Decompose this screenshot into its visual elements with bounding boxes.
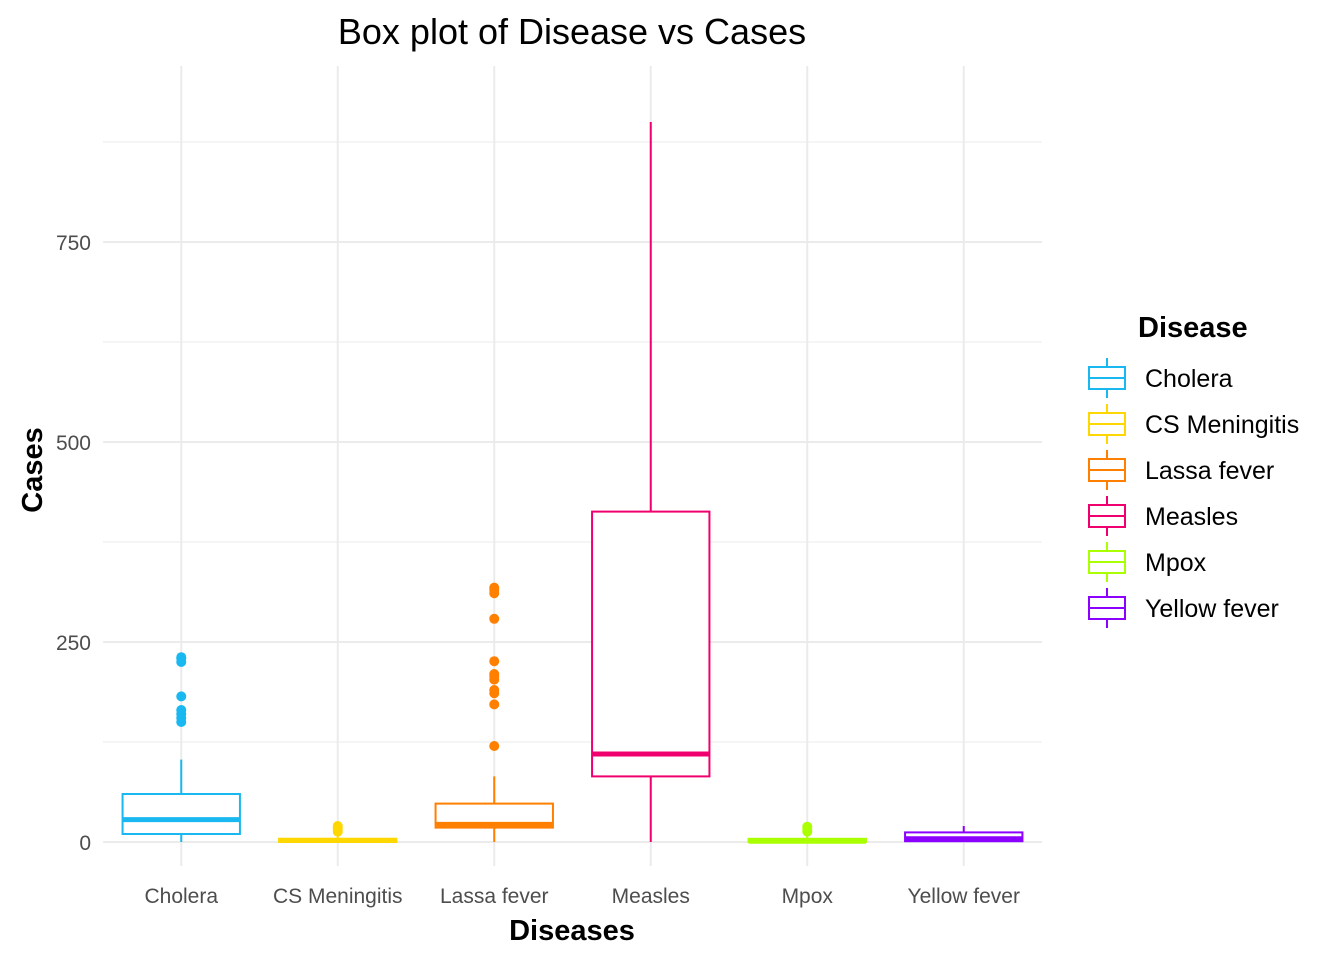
legend-item: CS Meningitis bbox=[1088, 404, 1299, 444]
legend: Cholera CS Meningitis Lassa fever Measles Mp… bbox=[1088, 358, 1299, 628]
legend-label: Measles bbox=[1145, 503, 1238, 531]
box-yellow-fever bbox=[904, 826, 1024, 843]
box-lassa-fever bbox=[434, 582, 554, 842]
chart-title: Box plot of Disease vs Cases bbox=[338, 11, 806, 52]
outlier-point bbox=[332, 821, 343, 831]
x-tick-label: Yellow fever bbox=[908, 885, 1020, 908]
outlier-point bbox=[489, 613, 500, 624]
outlier-point bbox=[802, 821, 813, 832]
outlier-point bbox=[176, 652, 187, 663]
outlier-point bbox=[489, 685, 500, 695]
box-layer bbox=[121, 122, 1024, 844]
legend-item: Mpox bbox=[1088, 542, 1207, 582]
outlier-point bbox=[489, 582, 500, 593]
grid-layer bbox=[103, 66, 1042, 866]
outlier-point bbox=[176, 691, 187, 702]
legend-item: Measles bbox=[1088, 496, 1238, 536]
box-cs-meningitis bbox=[278, 821, 398, 843]
outlier-point bbox=[489, 656, 500, 667]
x-tick-label: Measles bbox=[612, 885, 690, 908]
y-axis-title: Cases bbox=[17, 427, 49, 512]
box-iqr bbox=[591, 510, 711, 778]
outlier-point bbox=[489, 699, 500, 710]
outlier-point bbox=[489, 741, 500, 751]
legend-title: Disease bbox=[1138, 312, 1248, 344]
y-tick-label: 250 bbox=[56, 632, 91, 655]
box-iqr bbox=[121, 793, 241, 835]
outlier-point bbox=[176, 705, 187, 715]
legend-label: Lassa fever bbox=[1145, 457, 1274, 485]
x-tick-label: CS Meningitis bbox=[273, 885, 403, 908]
x-tick-label: Cholera bbox=[144, 885, 218, 908]
legend-item: Yellow fever bbox=[1088, 588, 1279, 628]
legend-label: Mpox bbox=[1145, 549, 1207, 577]
y-tick-label: 750 bbox=[56, 232, 91, 255]
legend-item: Lassa fever bbox=[1088, 450, 1274, 490]
tick-layer: 0 250 500 750 Cholera CS Meningitis Lassa feve… bbox=[56, 232, 1020, 908]
box-mpox bbox=[747, 821, 867, 844]
y-tick-label: 500 bbox=[56, 432, 91, 455]
x-tick-label: Mpox bbox=[782, 885, 834, 908]
box-measles bbox=[591, 122, 711, 842]
legend-item: Cholera bbox=[1088, 358, 1233, 398]
outlier-point bbox=[489, 669, 500, 679]
legend-label: CS Meningitis bbox=[1145, 411, 1299, 439]
box-cholera bbox=[121, 652, 241, 842]
legend-label: Cholera bbox=[1145, 365, 1233, 393]
x-axis-title: Diseases bbox=[509, 915, 635, 947]
y-tick-label: 0 bbox=[79, 832, 91, 855]
legend-label: Yellow fever bbox=[1145, 595, 1279, 623]
x-tick-label: Lassa fever bbox=[440, 885, 549, 908]
